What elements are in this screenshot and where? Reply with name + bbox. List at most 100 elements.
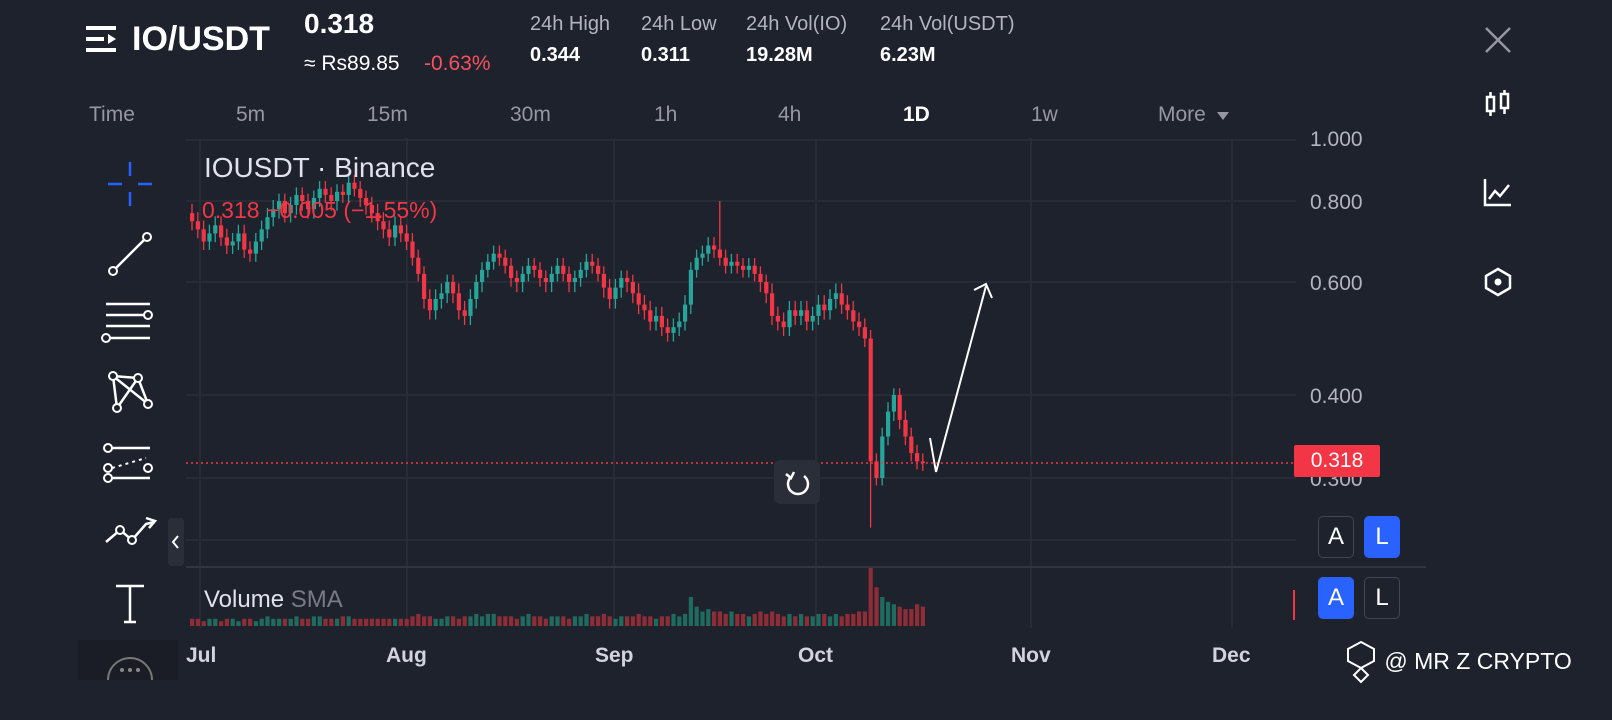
volume-bar <box>364 618 369 626</box>
y-tick-label: 0.400 <box>1310 385 1363 408</box>
tab-1d[interactable]: 1D <box>903 103 930 126</box>
close-icon <box>1485 27 1511 53</box>
candle-body <box>688 269 693 305</box>
tab-4h[interactable]: 4h <box>778 103 802 126</box>
pair-title[interactable]: IO/USDT <box>132 20 270 58</box>
volume-bar <box>416 613 421 626</box>
candle-body <box>886 411 891 437</box>
candle-body <box>416 257 421 274</box>
pattern-tool[interactable] <box>104 368 156 420</box>
chart-type-button[interactable] <box>1482 88 1514 120</box>
candle-body <box>277 201 282 210</box>
candle-body <box>712 245 717 250</box>
volume-bar <box>213 618 218 626</box>
menu-button[interactable] <box>84 22 120 56</box>
toolbar-collapse-button[interactable] <box>168 518 184 566</box>
pattern-icon <box>108 371 153 413</box>
volume-bar <box>723 613 728 626</box>
volume-bar <box>433 618 438 626</box>
candle-body <box>764 282 769 294</box>
volume-bar <box>201 621 206 626</box>
log-scale-button[interactable]: L <box>1364 577 1400 619</box>
candle-body <box>271 209 276 218</box>
candle-body <box>375 213 380 222</box>
tab-time[interactable]: Time <box>89 103 135 126</box>
candle-body <box>775 315 780 322</box>
volume-bar <box>207 618 212 626</box>
stat-label-vol-quote: 24h Vol(USDT) <box>880 13 1015 35</box>
candle-body <box>596 265 601 274</box>
volume-bar <box>462 616 467 626</box>
candle-body <box>630 282 635 294</box>
volume-legend[interactable]: Volume SMA <box>204 586 343 614</box>
trendline-tool[interactable] <box>104 228 156 280</box>
candle-body <box>868 338 873 462</box>
candle-body <box>393 225 398 238</box>
tab-1w[interactable]: 1w <box>1031 103 1058 126</box>
tab-1h[interactable]: 1h <box>654 103 678 126</box>
watermark: @ MR Z CRYPTO <box>1344 640 1572 686</box>
symbol-legend[interactable]: IOUSDT · Binance <box>204 152 436 183</box>
candle-body <box>665 327 670 333</box>
volume-bar <box>706 609 711 626</box>
volume-bar <box>358 618 363 626</box>
indicators-button[interactable] <box>1482 176 1514 208</box>
tab-5m[interactable]: 5m <box>236 103 266 126</box>
volume-bar <box>915 604 920 626</box>
volume-bar <box>642 616 647 626</box>
channel-tool[interactable] <box>100 440 153 492</box>
volume-bar <box>381 618 386 626</box>
fib-tool[interactable] <box>100 298 153 350</box>
path-tool[interactable] <box>102 508 158 560</box>
candle-body <box>735 261 740 266</box>
crosshair-tool[interactable] <box>104 158 156 210</box>
candle-body <box>323 188 328 195</box>
tab-more[interactable]: More <box>1158 103 1230 127</box>
candle-body <box>294 194 299 206</box>
candle-body <box>555 265 560 274</box>
candle-body <box>915 453 920 462</box>
volume-bar <box>804 616 809 626</box>
candle-body <box>213 225 218 234</box>
candle-body <box>265 217 270 230</box>
last-price-tag: 0.318 <box>1294 445 1380 477</box>
tab-30m[interactable]: 30m <box>510 103 551 126</box>
close-button[interactable] <box>1482 24 1514 56</box>
candle-body <box>723 257 728 266</box>
candle-body <box>381 221 386 230</box>
candle-body <box>654 315 659 322</box>
reset-chart-button[interactable] <box>774 460 820 504</box>
settings-button[interactable] <box>1482 266 1514 298</box>
volume-bar <box>694 606 699 626</box>
candle-body <box>410 241 415 258</box>
volume-bar <box>920 606 925 626</box>
price-chart[interactable] <box>186 138 1438 646</box>
candle-body <box>311 197 316 210</box>
volume-bar <box>764 613 769 626</box>
auto-scale-button-active[interactable]: A <box>1318 577 1354 619</box>
menu-icon <box>86 26 116 52</box>
candle-body <box>822 304 827 311</box>
fiat-price: ≈ Rs89.85 <box>304 52 400 75</box>
volume-bar <box>839 616 844 626</box>
volume-bar <box>648 616 653 626</box>
volume-bar <box>497 616 502 626</box>
toolbar-more-partial[interactable] <box>78 640 178 680</box>
volume-bar <box>897 606 902 626</box>
x-tick-label: Oct <box>798 644 834 667</box>
text-tool[interactable] <box>104 578 156 630</box>
candle-body <box>671 327 676 333</box>
tab-15m[interactable]: 15m <box>367 103 408 126</box>
volume-bar <box>903 609 908 626</box>
price-change: -0.63% <box>424 52 491 75</box>
candle-body <box>601 273 606 288</box>
candle-body <box>741 265 746 270</box>
candle-body <box>781 321 786 328</box>
candle-body <box>538 269 543 278</box>
candle-body <box>491 253 496 262</box>
stat-value-vol-base: 19.28M <box>746 44 813 66</box>
volume-bar <box>410 616 415 626</box>
auto-scale-button[interactable]: A <box>1318 516 1354 558</box>
candle-body <box>874 461 879 478</box>
log-scale-button-active[interactable]: L <box>1364 516 1400 558</box>
